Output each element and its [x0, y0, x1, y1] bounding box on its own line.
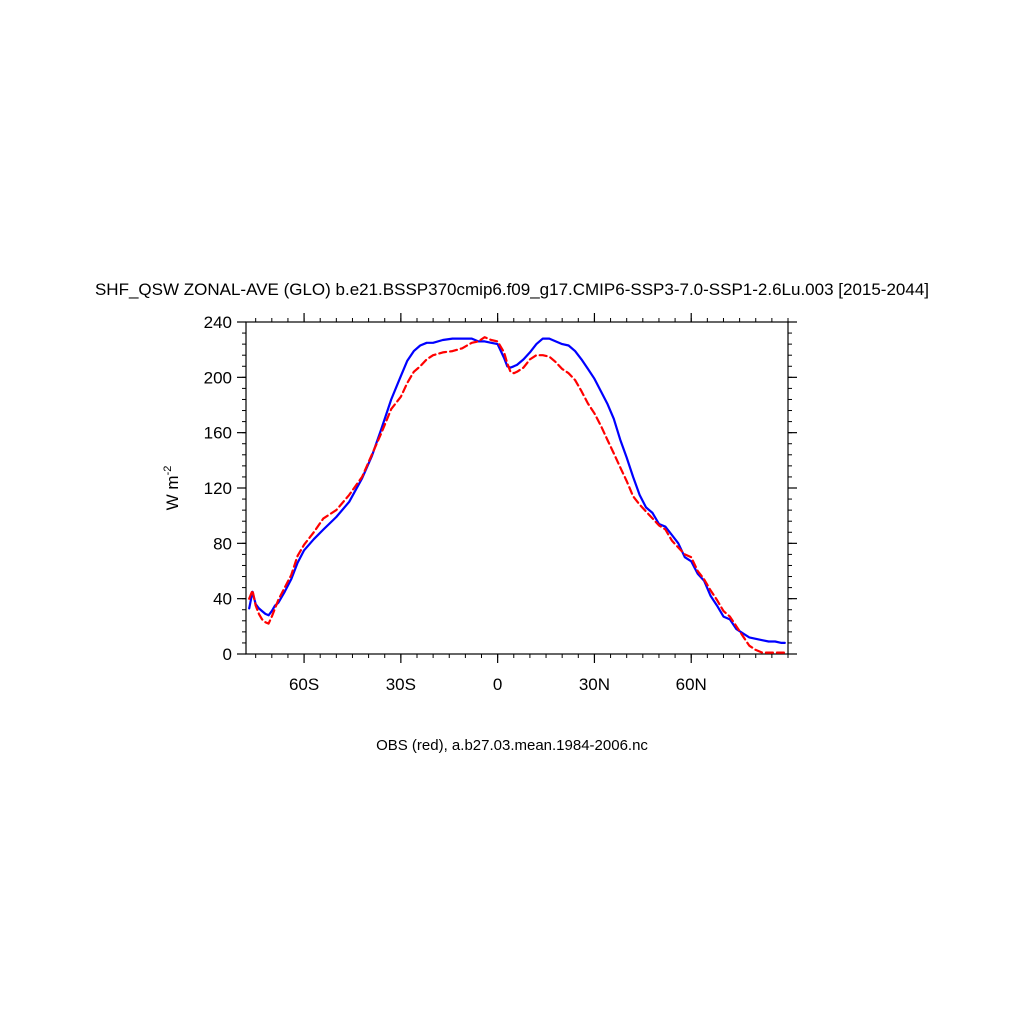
x-tick-label: 60S: [289, 675, 319, 694]
model-series-line: [248, 337, 786, 645]
minor-ticks: [242, 318, 792, 658]
x-tick-label: 60N: [676, 675, 707, 694]
obs-series-line: [248, 336, 786, 654]
y-tick-label: 200: [204, 368, 232, 387]
y-tick-label: 0: [223, 645, 232, 664]
y-tick-label: 40: [213, 590, 232, 609]
series-lines: [248, 336, 786, 654]
x-tick-label: 30S: [386, 675, 416, 694]
y-axis-label-exponent: -2: [162, 466, 174, 476]
x-tick-label: 0: [493, 675, 502, 694]
chart-title: SHF_QSW ZONAL-AVE (GLO) b.e21.BSSP370cmi…: [95, 280, 929, 299]
major-ticks: [237, 313, 797, 663]
y-axis-label: W m-2: [162, 466, 182, 511]
x-tick-labels: 60S 30S 0 30N 60N: [289, 675, 707, 694]
y-axis-label-text: W m: [163, 475, 182, 510]
y-tick-labels: 0 40 80 120 160 200 240: [204, 313, 232, 664]
x-tick-label: 30N: [579, 675, 610, 694]
y-tick-label: 80: [213, 534, 232, 553]
y-tick-label: 240: [204, 313, 232, 332]
y-tick-label: 160: [204, 424, 232, 443]
y-tick-label: 120: [204, 479, 232, 498]
chart-subtitle: OBS (red), a.b27.03.mean.1984-2006.nc: [376, 737, 648, 754]
